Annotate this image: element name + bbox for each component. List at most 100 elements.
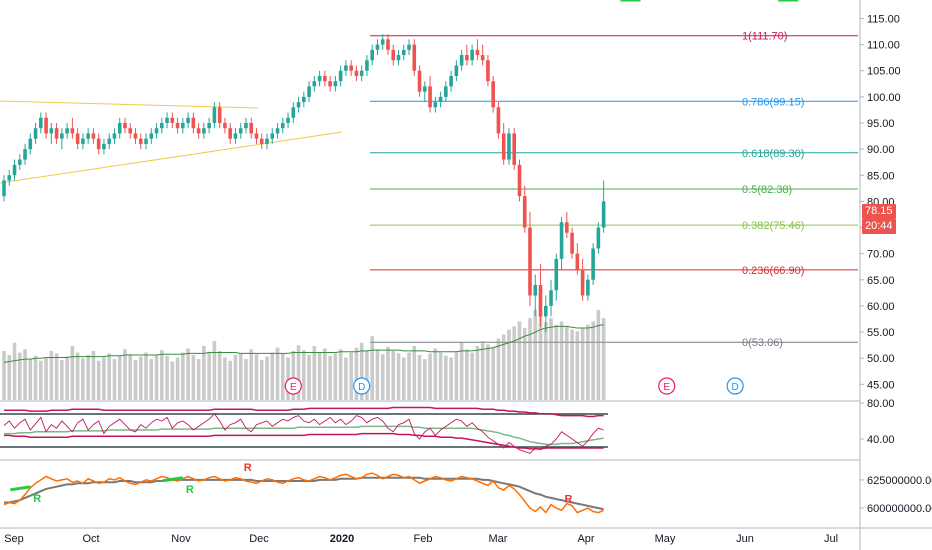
candle-body — [91, 133, 96, 139]
axes: 115.00 110.00 105.00 100.00 95.00 90.00 85.00 8… — [4, 13, 932, 545]
price-tick-label: 105.00 — [867, 66, 901, 78]
candle-body — [412, 44, 417, 71]
price-tick-label: 85.00 — [867, 170, 895, 182]
candle-body — [102, 143, 106, 150]
candle-body — [12, 164, 17, 176]
volume-bar — [191, 355, 196, 400]
candle-body — [538, 285, 543, 317]
candle-body — [554, 258, 559, 291]
volume-bar — [244, 359, 248, 400]
candle-body — [17, 159, 22, 165]
volume-bar — [181, 352, 185, 400]
volume-bar — [60, 359, 64, 400]
volume-bar — [270, 352, 275, 400]
macd-pane: R R R R R R — [3, 0, 809, 514]
oscillator-pane — [0, 406, 608, 454]
signal-marker-label: R — [565, 493, 573, 505]
candle-body — [380, 39, 385, 45]
candle-body — [396, 55, 401, 61]
volume-bar — [254, 354, 259, 400]
candle-body — [423, 86, 427, 92]
volume-bar — [486, 344, 490, 400]
volume-bar — [154, 355, 159, 400]
candle-body — [280, 122, 285, 129]
volume-bar — [223, 357, 227, 400]
candle-body — [407, 44, 411, 50]
volume-bar — [207, 351, 211, 400]
trendline-lower — [0, 131, 343, 184]
last-price-badge: 78.15 — [862, 204, 896, 220]
candle-body — [112, 133, 117, 139]
candle-body — [486, 60, 490, 82]
volume-bar — [512, 326, 517, 400]
candle-body — [170, 117, 175, 123]
volume-bar — [107, 353, 111, 400]
volume-bar — [454, 350, 459, 400]
candle-body — [54, 128, 59, 139]
volume-bar — [123, 349, 127, 400]
volume-bar — [133, 359, 138, 400]
candle-body — [60, 133, 64, 139]
volume-bar — [554, 324, 559, 400]
price-tick-label: 110.00 — [867, 40, 900, 52]
candle-body — [543, 305, 548, 317]
volume-bar — [480, 341, 485, 400]
candle-body — [144, 138, 148, 144]
volume-bar — [70, 346, 75, 400]
event-marker-label: E — [663, 382, 670, 393]
volume-bar — [54, 353, 59, 400]
rsi-line — [3, 413, 604, 454]
volume-bar — [44, 357, 48, 400]
volume-bar — [75, 352, 80, 400]
volume-bar — [533, 310, 538, 400]
trendline-upper — [0, 100, 259, 109]
candle-body — [207, 122, 211, 129]
volume-ma-line — [3, 324, 604, 363]
volume-bar — [144, 352, 148, 400]
candle-body — [81, 138, 85, 144]
price-tick-label: 95.00 — [867, 118, 895, 130]
candle-body — [533, 285, 538, 296]
time-tick-label: Dec — [249, 533, 269, 545]
candle-body — [296, 102, 301, 108]
osc-tick-label: 80.00 — [867, 398, 895, 410]
candle-body — [128, 128, 133, 134]
candle-body — [344, 65, 348, 71]
volume-bar — [202, 346, 206, 400]
volume-bar — [401, 357, 406, 400]
volume-bar — [17, 352, 22, 400]
candle-body — [470, 49, 474, 61]
candle-body — [417, 70, 422, 92]
volume-bar — [7, 355, 12, 400]
candle-body — [217, 107, 222, 123]
volume-bar — [175, 357, 180, 400]
volume-bar — [517, 321, 522, 400]
candle-body — [465, 55, 469, 61]
volume-bar — [323, 348, 327, 400]
fibonacci-retracement: 1(111.70) 0.786(99.15) 0.618(89.30) 0.5(82.… — [370, 31, 858, 349]
candle-body — [138, 138, 143, 144]
candle-body — [202, 128, 206, 134]
candle-body — [238, 128, 243, 134]
volume-bar — [444, 355, 448, 400]
candle-body — [33, 128, 38, 139]
candle-body — [359, 70, 364, 76]
macd-line — [3, 472, 604, 514]
volume-bar — [33, 355, 38, 400]
candle-body — [401, 49, 406, 56]
candle-body — [323, 75, 327, 82]
price-tick-label: 65.00 — [867, 275, 895, 287]
candle-body — [7, 175, 12, 181]
signal-line — [4, 476, 604, 511]
volume-bar — [302, 350, 306, 400]
volume-bar — [170, 361, 175, 400]
price-tick-label: 115.00 — [867, 13, 900, 25]
volume-bar — [86, 355, 90, 400]
volume-bar — [417, 355, 422, 400]
candle-body — [291, 107, 296, 118]
signal-marker-label: R — [33, 493, 41, 505]
volume-bar — [249, 349, 254, 400]
price-tick-label: 90.00 — [867, 144, 895, 156]
volume-bar — [275, 347, 280, 400]
